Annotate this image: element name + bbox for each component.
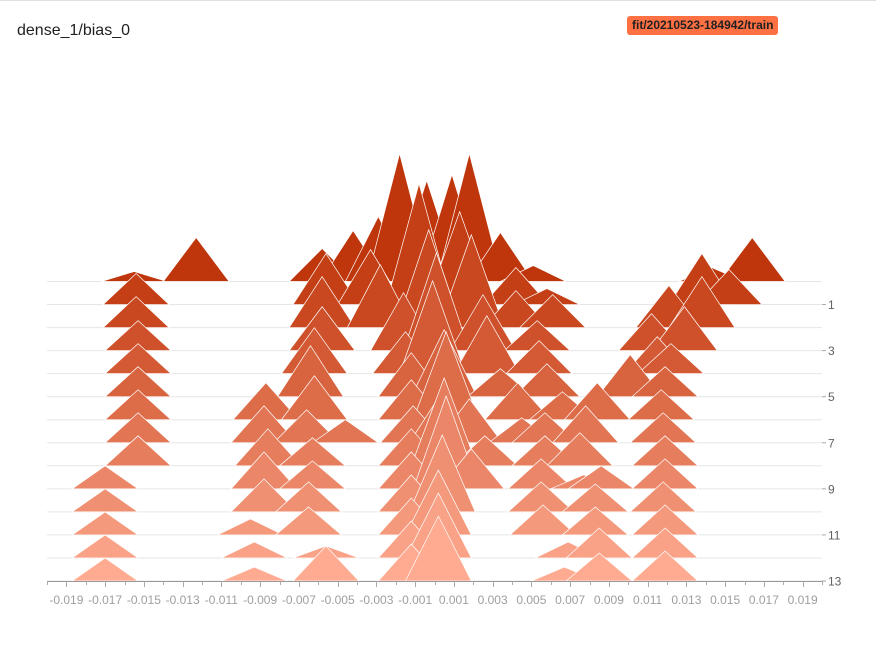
y-tick-label: 13 [828, 575, 842, 589]
x-tick-label: 0.019 [788, 593, 818, 607]
x-tick-label: 0.017 [749, 593, 779, 607]
x-tick-label: -0.019 [49, 593, 83, 607]
histogram-peak [162, 237, 230, 282]
histogram-peak [312, 419, 379, 444]
x-tick-label: -0.013 [166, 593, 200, 607]
histogram-peak [718, 237, 786, 282]
histogram-peak [230, 478, 298, 513]
histogram-peak [484, 382, 552, 421]
x-tick-label: 0.003 [478, 593, 508, 607]
histogram-peak [104, 435, 172, 467]
y-tick-label: 3 [828, 344, 835, 358]
histogram-peak [71, 511, 139, 536]
x-tick-label: -0.015 [127, 593, 161, 607]
histogram-peak [509, 504, 577, 536]
axes: -0.019 -0.017 -0.015 -0.013 -0.011 -0.009 -0.0… [47, 298, 842, 607]
card-top-border [0, 0, 876, 1]
histogram-peak [546, 432, 614, 467]
x-tick-label: -0.005 [321, 593, 355, 607]
histogram-peak [513, 363, 581, 398]
histogram-peak [71, 557, 139, 582]
x-tick-label: -0.001 [398, 593, 432, 607]
histogram-peak [292, 545, 360, 582]
x-tick-label: 0.007 [555, 593, 585, 607]
histogram-peak [221, 541, 288, 559]
x-tick-label: 0.005 [516, 593, 546, 607]
histogram-peak [651, 306, 718, 351]
x-tick-label: -0.017 [88, 593, 122, 607]
run-badge[interactable]: fit/20210523-184942/train [627, 16, 779, 35]
histogram-peak [71, 488, 139, 513]
x-tick-label: -0.007 [282, 593, 316, 607]
y-tick-label: 1 [828, 298, 835, 312]
x-tick-label: 0.001 [439, 593, 469, 607]
histogram-peak [71, 534, 139, 559]
histogram-peak [275, 506, 342, 536]
x-tick-label: -0.009 [243, 593, 277, 607]
series-step-6 [104, 331, 695, 421]
histogram-series [71, 153, 786, 582]
histogram-peak [519, 294, 586, 328]
card-title: dense_1/bias_0 [17, 22, 130, 39]
x-tick-label: 0.009 [594, 593, 624, 607]
y-tick-label: 5 [828, 390, 835, 404]
histogram-peak [71, 465, 139, 490]
histogram-peak [221, 566, 288, 582]
histogram-peak [217, 518, 284, 536]
histogram-peak [453, 315, 521, 375]
y-tick-label: 7 [828, 436, 835, 450]
y-tick-label: 9 [828, 482, 835, 496]
x-tick-label: 0.011 [633, 593, 662, 607]
x-tick-label: -0.003 [359, 593, 393, 607]
x-tick-label: 0.015 [710, 593, 740, 607]
x-tick-label: -0.011 [205, 593, 238, 607]
x-tick-label: 0.013 [671, 593, 701, 607]
y-tick-label: 11 [828, 528, 841, 542]
series-step-13 [71, 515, 699, 582]
